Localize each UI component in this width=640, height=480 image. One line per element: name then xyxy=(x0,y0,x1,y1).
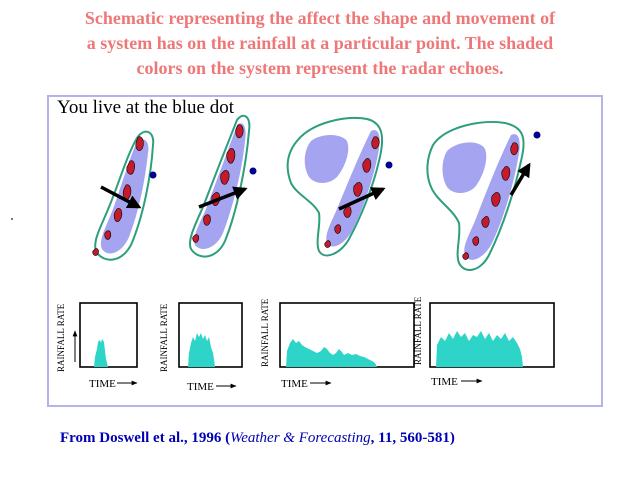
source-pages: , 560-581) xyxy=(392,430,455,446)
graph-1-ylabel: RAINFALL RATE xyxy=(56,303,66,372)
motion-arrow-1-icon xyxy=(100,185,142,209)
storm-system-3 xyxy=(286,117,393,257)
motion-arrow-4-icon xyxy=(509,162,531,196)
title-line-3: colors on the system represent the radar… xyxy=(136,58,504,78)
schematic-diagram: RAINFALL RATE TIME RAINFALL RATE TIME RA… xyxy=(56,114,555,393)
source-citation: From Doswell et al., 1996 (Weather & For… xyxy=(60,430,455,447)
storm-system-2 xyxy=(189,114,257,258)
source-prefix: From Doswell et al., 1996 ( xyxy=(60,430,231,446)
graph-3-rain-trace xyxy=(286,339,377,367)
system-2-echo-cores xyxy=(192,124,244,243)
storm-system-4 xyxy=(426,121,541,271)
blue-dot-icon-2 xyxy=(249,167,257,175)
system-1-echo-cores xyxy=(92,136,144,256)
rainfall-graph-4: RAINFALL RATE TIME xyxy=(413,296,555,388)
rainfall-graph-2: RAINFALL RATE TIME xyxy=(159,302,243,393)
graph-1-xlabel: TIME xyxy=(89,378,116,390)
title-line-1: Schematic representing the affect the sh… xyxy=(84,8,556,28)
graph-4-rain-trace xyxy=(436,331,523,367)
graph-4-xlabel: TIME xyxy=(431,376,458,388)
source-sep: , xyxy=(370,430,379,446)
stray-dot xyxy=(11,218,13,220)
blue-dot-icon-4 xyxy=(533,131,541,139)
rainfall-graph-1: RAINFALL RATE TIME xyxy=(56,302,138,390)
blue-dot-icon-1 xyxy=(149,171,157,179)
system-3-echo-cores xyxy=(324,136,380,248)
graph-3-xlabel: TIME xyxy=(281,378,308,390)
system-4-echo-cores xyxy=(462,142,519,260)
graph-1-box xyxy=(79,302,138,368)
system-3-stratiform-echo xyxy=(304,135,349,183)
source-volume: 11 xyxy=(378,430,393,446)
motion-arrow-2-icon xyxy=(198,186,248,209)
graph-2-rain-trace xyxy=(188,333,215,367)
graph-1-rain-trace xyxy=(94,339,108,367)
system-4-stratiform-echo xyxy=(442,142,487,193)
title-line-2: a system has on the rainfall at a partic… xyxy=(86,33,554,53)
schematic-panel: You live at the blue dot xyxy=(47,95,603,407)
source-journal: Weather & Forecasting xyxy=(230,430,371,446)
graph-3-ylabel: RAINFALL RATE xyxy=(260,298,270,367)
page-title: Schematic representing the affect the sh… xyxy=(20,6,620,81)
graph-2-ylabel: RAINFALL RATE xyxy=(159,303,169,372)
storm-system-1 xyxy=(92,130,157,261)
blue-dot-icon-3 xyxy=(385,161,393,169)
panel-caption: You live at the blue dot xyxy=(57,97,234,118)
motion-arrow-3-icon xyxy=(338,187,386,211)
graph-4-ylabel: RAINFALL RATE xyxy=(413,296,423,365)
rainfall-graph-3: RAINFALL RATE TIME xyxy=(260,298,415,390)
graph-2-xlabel: TIME xyxy=(187,381,214,393)
